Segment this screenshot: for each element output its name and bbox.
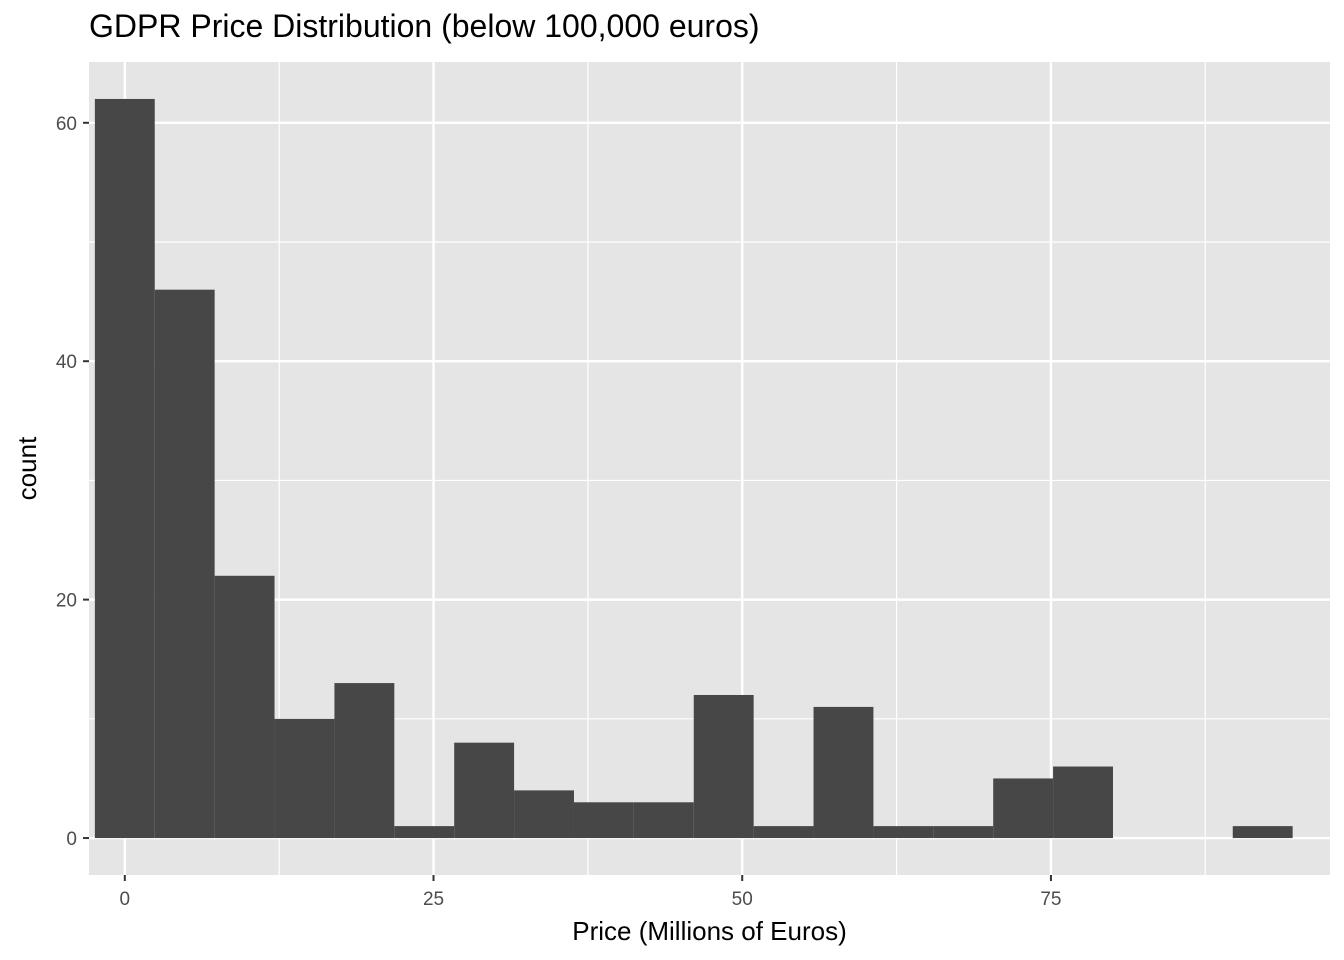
histogram-bar-12	[813, 706, 874, 839]
y-axis-title: count	[12, 436, 42, 500]
histogram-bar-0	[94, 98, 155, 839]
x-axis: 0 25 50 75	[120, 875, 1061, 910]
histogram-bar-15	[993, 778, 1054, 839]
x-tick-label: 25	[423, 889, 444, 910]
histogram-bar-3	[274, 718, 335, 839]
histogram-bar-7	[514, 790, 574, 839]
histogram-bar-6	[454, 742, 515, 839]
histogram-bar-4	[334, 683, 395, 839]
histogram-bar-8	[573, 802, 634, 839]
chart-title: GDPR Price Distribution (below 100,000 e…	[89, 8, 760, 44]
x-tick-label: 75	[1040, 889, 1061, 910]
histogram-bar-9	[633, 802, 694, 839]
histogram-bar-11	[753, 826, 814, 839]
histogram-bar-10	[693, 694, 754, 839]
histogram-bar-19	[1232, 826, 1293, 839]
histogram-bar-14	[933, 826, 994, 839]
y-axis: 0 20 40 60	[56, 114, 89, 850]
histogram-bar-16	[1053, 766, 1113, 839]
histogram-bar-1	[154, 289, 215, 839]
y-tick-label: 20	[56, 591, 77, 612]
histogram-bar-2	[214, 575, 275, 839]
x-tick-label: 50	[732, 889, 753, 910]
x-tick-label: 0	[120, 889, 131, 910]
x-axis-title: Price (Millions of Euros)	[572, 916, 847, 946]
bars	[94, 98, 1293, 839]
histogram-bar-13	[873, 826, 934, 839]
y-tick-label: 60	[56, 114, 77, 135]
histogram-bar-5	[394, 826, 455, 839]
y-tick-label: 40	[56, 352, 77, 373]
y-tick-label: 0	[66, 829, 77, 850]
